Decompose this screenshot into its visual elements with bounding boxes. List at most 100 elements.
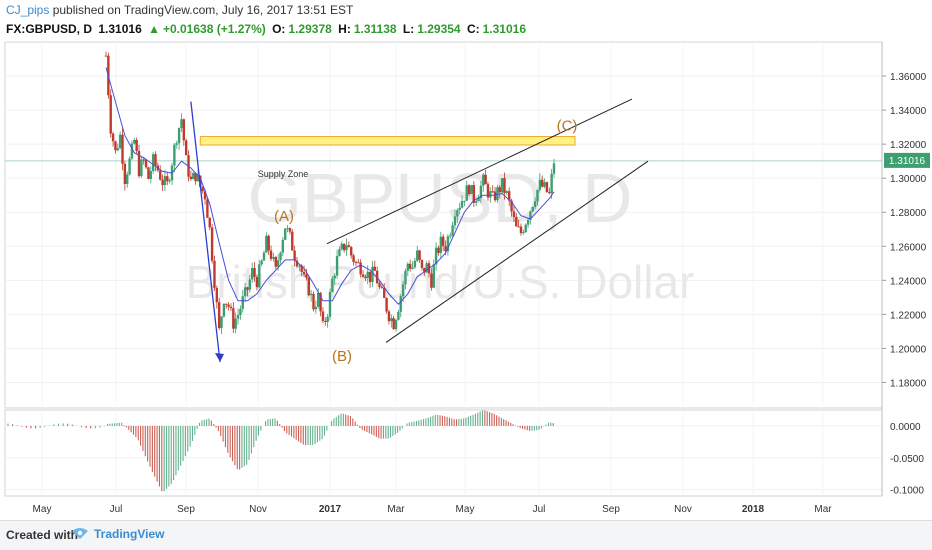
axes: 1.36000 1.34000 1.32000 1.30000 1.28000 1.260… bbox=[33, 42, 927, 515]
candle-body bbox=[288, 228, 292, 232]
candle-body bbox=[491, 191, 494, 193]
candle-body bbox=[526, 219, 530, 225]
author-link[interactable]: CJ_pips bbox=[6, 3, 50, 17]
candle-body bbox=[359, 262, 362, 275]
candle-body bbox=[373, 266, 376, 271]
time-tick-label: Sep bbox=[177, 504, 195, 515]
candle-body bbox=[137, 151, 141, 177]
candle-body bbox=[272, 257, 275, 259]
candle-body bbox=[123, 163, 127, 184]
candle-body bbox=[196, 175, 200, 182]
candle-body bbox=[217, 302, 221, 329]
price-tick-label: 1.20000 bbox=[890, 344, 927, 355]
upper-trendline[interactable] bbox=[326, 98, 633, 245]
candle-body bbox=[467, 185, 471, 195]
candle-body bbox=[418, 250, 421, 260]
candle-body bbox=[128, 158, 131, 175]
candle-body bbox=[104, 55, 108, 57]
last-price: 1.31016 bbox=[98, 22, 142, 36]
candle-body bbox=[312, 293, 315, 310]
candle-body bbox=[458, 207, 461, 211]
candle-body bbox=[375, 270, 379, 284]
candle-body bbox=[321, 311, 325, 321]
candle-body bbox=[493, 191, 497, 201]
candle-body bbox=[229, 306, 233, 309]
candle-body bbox=[498, 187, 501, 193]
candle-body bbox=[163, 176, 167, 186]
candle-body bbox=[161, 179, 164, 186]
candle-body bbox=[232, 308, 235, 329]
candle-body bbox=[154, 154, 157, 166]
candle-body bbox=[423, 267, 426, 273]
candle-body bbox=[121, 134, 124, 164]
candle-body bbox=[449, 235, 452, 237]
candle-body bbox=[465, 185, 468, 201]
candle-body bbox=[552, 163, 556, 174]
candle-body bbox=[541, 179, 544, 187]
time-tick-label: Sep bbox=[602, 504, 620, 515]
time-tick-label: Mar bbox=[387, 504, 405, 515]
moving-average bbox=[105, 67, 555, 305]
candle-body bbox=[441, 236, 445, 246]
lower-trendline[interactable] bbox=[385, 160, 649, 343]
candle-body bbox=[416, 250, 419, 261]
candle-body bbox=[213, 260, 216, 288]
watermark-description: British Pound/U.S. Dollar bbox=[186, 256, 695, 308]
candle-body bbox=[470, 185, 473, 195]
chart-header: CJ_pips published on TradingView.com, Ju… bbox=[0, 0, 932, 44]
candle-body bbox=[300, 265, 303, 272]
annotations: (A) (B) (C) Supply Zone bbox=[258, 118, 578, 366]
candle-body bbox=[472, 185, 476, 203]
candle-body bbox=[314, 306, 318, 310]
candle-body bbox=[550, 173, 553, 194]
price-tick-label: 1.26000 bbox=[890, 242, 927, 253]
candle-body bbox=[149, 171, 152, 179]
tradingview-logo[interactable]: TradingView bbox=[70, 527, 164, 541]
wave-c-label: (C) bbox=[557, 118, 578, 135]
candle-body bbox=[378, 283, 381, 287]
candle-body bbox=[392, 318, 395, 330]
chart-canvas[interactable]: GBPUSD, D British Pound/U.S. Dollar 1.31… bbox=[0, 0, 932, 520]
indicator-tick-label: -0.1000 bbox=[890, 486, 924, 497]
candle-body bbox=[324, 320, 327, 322]
candle-body bbox=[281, 239, 285, 253]
candle-body bbox=[510, 200, 513, 212]
candle-body bbox=[326, 316, 329, 322]
candle-body bbox=[453, 216, 457, 226]
candle-body bbox=[210, 227, 214, 261]
candle-body bbox=[269, 250, 273, 259]
candle-body bbox=[130, 143, 134, 159]
symbol-label: FX:GBPUSD, D bbox=[6, 22, 93, 36]
time-tick-label: May bbox=[33, 504, 52, 515]
candle-body bbox=[484, 174, 487, 185]
watermark-symbol: GBPUSD, D bbox=[247, 159, 632, 237]
candle-body bbox=[328, 291, 332, 317]
candle-body bbox=[227, 304, 230, 307]
price-tick-label: 1.36000 bbox=[890, 72, 927, 83]
candle-body bbox=[203, 191, 207, 200]
supply-zone-rect[interactable] bbox=[199, 135, 576, 146]
indicator-tick-label: -0.0500 bbox=[890, 454, 924, 465]
candle-body bbox=[399, 296, 402, 312]
candle-body bbox=[180, 119, 183, 129]
candle-body bbox=[387, 311, 391, 322]
candle-body bbox=[446, 236, 450, 252]
candle-body bbox=[118, 134, 122, 149]
candle-body bbox=[390, 318, 393, 322]
candle-body bbox=[406, 263, 410, 271]
candle-body bbox=[111, 133, 115, 142]
candle-body bbox=[215, 287, 219, 303]
candle-body bbox=[352, 255, 355, 262]
drawings[interactable] bbox=[190, 98, 649, 363]
candle-body bbox=[135, 140, 138, 152]
publish-info: CJ_pips published on TradingView.com, Ju… bbox=[6, 3, 353, 17]
supply-zone[interactable] bbox=[199, 135, 576, 146]
price-tick-label: 1.34000 bbox=[890, 106, 927, 117]
candle-body bbox=[295, 260, 299, 267]
candle-body bbox=[309, 293, 313, 296]
candle-body bbox=[173, 144, 176, 166]
time-tick-label: 2018 bbox=[742, 504, 765, 515]
candle-body bbox=[456, 210, 459, 217]
candle-body bbox=[500, 178, 504, 193]
candle-body bbox=[434, 247, 438, 265]
